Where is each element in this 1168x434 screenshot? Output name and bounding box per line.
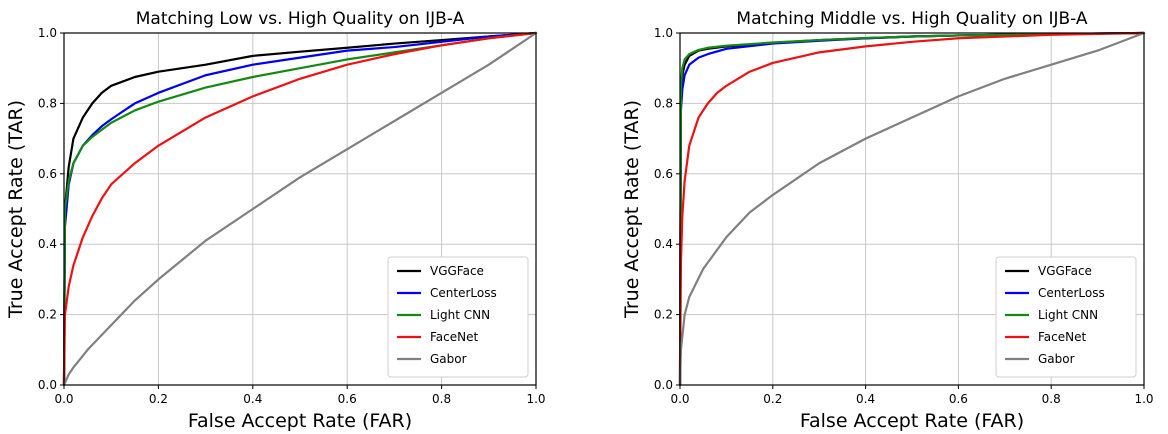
x-tick-label: 0.2 xyxy=(149,392,168,406)
legend-entry: Gabor xyxy=(430,352,467,366)
legend-entry: Light CNN xyxy=(1038,308,1098,322)
legend: VGGFace CenterLoss Light CNN FaceNet Gabor xyxy=(995,256,1137,378)
series-line-light-cnn xyxy=(678,31,1146,387)
series-lines xyxy=(678,31,1146,387)
y-tick-label: 0.6 xyxy=(38,167,57,181)
y-axis-label: True Accept Rate (TAR) xyxy=(5,100,27,319)
x-axis-label: False Accept Rate (FAR) xyxy=(188,410,412,432)
x-tick-label: 0.6 xyxy=(949,392,968,406)
x-tick-label: 1.0 xyxy=(526,392,545,406)
x-tick-label: 1.0 xyxy=(1134,392,1153,406)
legend-box xyxy=(995,256,1137,378)
chart-title: Matching Middle vs. High Quality on IJB-… xyxy=(736,9,1088,29)
y-tick-label: 1.0 xyxy=(38,26,57,40)
x-tick-label: 0.4 xyxy=(856,392,875,406)
legend-entry: VGGFace xyxy=(1038,264,1092,278)
y-tick-label: 0.8 xyxy=(654,96,673,110)
plot-frame xyxy=(63,32,537,386)
series-line-gabor xyxy=(678,31,1146,387)
y-tick-label: 0.0 xyxy=(654,378,673,392)
legend-entry: Light CNN xyxy=(430,308,490,322)
x-axis-label: False Accept Rate (FAR) xyxy=(800,410,1024,432)
x-tick-label: 0.8 xyxy=(1042,392,1061,406)
y-tick-label: 0.0 xyxy=(38,378,57,392)
y-axis-label: True Accept Rate (TAR) xyxy=(621,100,643,319)
series-line-light-cnn xyxy=(62,31,538,387)
legend-entry: CenterLoss xyxy=(1038,286,1105,300)
x-tick-label: 0.0 xyxy=(670,392,689,406)
x-tick-label: 0.8 xyxy=(432,392,451,406)
chart-left: Matching Low vs. High Quality on IJB-A 0.… xyxy=(5,9,546,432)
legend-entry: CenterLoss xyxy=(430,286,497,300)
legend-entry: Gabor xyxy=(1038,352,1075,366)
legend-entry: FaceNet xyxy=(430,330,478,344)
series-line-facenet xyxy=(62,31,538,387)
y-tick-label: 0.2 xyxy=(654,308,673,322)
x-tick-label: 0.4 xyxy=(243,392,262,406)
legend-box xyxy=(387,256,529,378)
chart-right: Matching Middle vs. High Quality on IJB-… xyxy=(584,0,1168,434)
legend-entry: FaceNet xyxy=(1038,330,1086,344)
y-tick-label: 0.4 xyxy=(38,237,57,251)
series-line-vggface xyxy=(62,31,538,387)
y-tick-label: 1.0 xyxy=(654,26,673,40)
y-tick-label: 0.4 xyxy=(654,237,673,251)
y-tick-label: 0.2 xyxy=(38,308,57,322)
series-line-facenet xyxy=(678,31,1146,387)
series-lines xyxy=(62,31,538,387)
x-tick-label: 0.0 xyxy=(54,392,73,406)
y-tick-label: 0.6 xyxy=(654,167,673,181)
series-line-gabor xyxy=(62,31,538,387)
y-tick-label: 0.8 xyxy=(38,96,57,110)
plot-frame xyxy=(679,32,1145,386)
x-tick-label: 0.2 xyxy=(763,392,782,406)
roc-chart-middle-vs-high: Matching Middle vs. High Quality on IJB-… xyxy=(621,9,1154,432)
legend: VGGFace CenterLoss Light CNN FaceNet Gabor xyxy=(387,256,529,378)
chart-title: Matching Low vs. High Quality on IJB-A xyxy=(136,9,465,29)
roc-chart-low-vs-high: Matching Low vs. High Quality on IJB-A 0.… xyxy=(5,9,546,432)
x-tick-label: 0.6 xyxy=(338,392,357,406)
legend-entry: VGGFace xyxy=(430,264,484,278)
